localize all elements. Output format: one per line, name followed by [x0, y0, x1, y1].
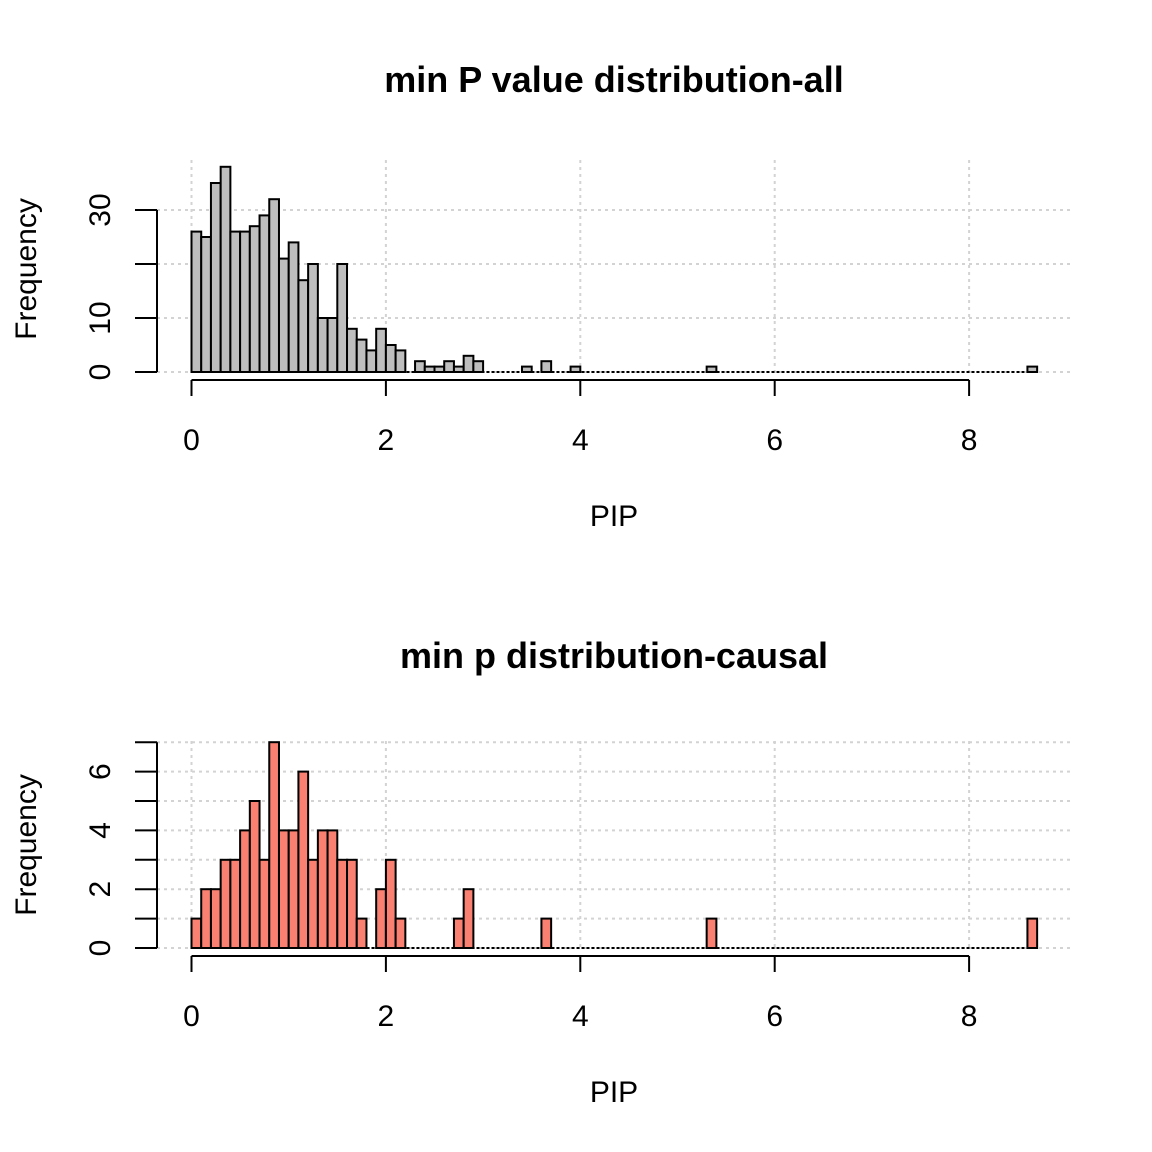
histogram-bar [307, 263, 319, 373]
y-tick-label: 4 [84, 822, 117, 839]
histogram-bar [287, 241, 300, 373]
y-axis: 0 10 30 [84, 193, 158, 381]
histogram-bar [258, 858, 271, 949]
x-tick-label: 4 [572, 1000, 589, 1033]
histogram-bar [384, 858, 397, 949]
histogram-bar [355, 338, 368, 374]
histogram-bar [452, 917, 465, 949]
histogram-bar [190, 230, 203, 373]
histogram-bar [287, 829, 300, 950]
histogram-bar [268, 741, 280, 950]
y-tick-label: 30 [84, 193, 117, 226]
histogram-bar [336, 858, 349, 949]
histogram-bar [229, 858, 242, 949]
histogram-bar [443, 360, 455, 374]
histogram-bar [355, 917, 368, 949]
x-tick-label: 8 [961, 1000, 978, 1033]
histogram-bar [297, 770, 310, 949]
x-tick-label: 6 [766, 1000, 783, 1033]
chart-title: min P value distribution-all [384, 59, 843, 100]
histogram-bar [316, 317, 329, 373]
histogram-bar [414, 360, 426, 374]
histogram-bar [705, 917, 718, 949]
y-axis: 0 2 4 6 [84, 741, 158, 957]
x-tick-label: 0 [183, 424, 200, 457]
histogram-bar [365, 349, 378, 373]
x-tick-label: 6 [766, 424, 783, 457]
y-tick-label: 0 [84, 940, 117, 957]
histogram-bar [248, 800, 261, 949]
y-axis-label: Frequency [10, 198, 43, 340]
histogram-bar [346, 858, 358, 949]
histogram-bar [277, 829, 290, 950]
histogram-bar [219, 165, 232, 373]
histogram-bar [326, 829, 339, 950]
histogram-bar [277, 257, 290, 374]
histogram-bar [297, 279, 310, 374]
histogram-bar [336, 263, 349, 373]
histogram-bar [375, 888, 387, 950]
x-axis: 0 2 4 6 8 [183, 379, 978, 457]
histogram-bar [569, 365, 582, 374]
y-tick-label: 6 [84, 763, 117, 780]
histogram-bar [346, 327, 358, 373]
histogram-bar [394, 349, 407, 373]
y-tick-label: 0 [84, 364, 117, 381]
histogram-bar [209, 182, 222, 373]
histogram-bar [209, 888, 222, 950]
histogram-bar [307, 858, 319, 949]
chart-title: min p distribution-causal [400, 635, 828, 676]
x-tick-label: 4 [572, 424, 589, 457]
histogram-bar [239, 230, 251, 373]
x-tick-label: 2 [378, 424, 395, 457]
x-axis-label: PIP [590, 1076, 638, 1109]
histogram-bar [462, 354, 475, 373]
histogram-bar [384, 344, 397, 373]
histogram-bar [200, 236, 212, 373]
histogram-bar [326, 317, 339, 373]
histogram-bar [239, 829, 251, 950]
bars [190, 741, 1039, 950]
histogram-bar [229, 230, 242, 373]
bars [190, 165, 1039, 374]
chart-panel-all: min P value distribution-all 0 2 4 6 8 0 10 30… [10, 59, 1072, 533]
histogram-bar [248, 225, 261, 373]
y-tick-label: 2 [84, 881, 117, 898]
histogram-bar [394, 917, 407, 949]
histogram-bar [200, 888, 212, 950]
y-axis-label: Frequency [10, 774, 43, 916]
histogram-bar [258, 214, 271, 373]
histogram-bar [190, 917, 203, 949]
histogram-bar [540, 917, 553, 949]
histogram-bar [316, 829, 329, 950]
chart-panel-causal: min p distribution-causal 0 2 4 6 8 0 2 4 6 PIP… [10, 635, 1072, 1109]
histogram-bar [1026, 917, 1039, 949]
x-axis-label: PIP [590, 500, 638, 533]
histogram-bar [375, 327, 387, 373]
x-tick-label: 2 [378, 1000, 395, 1033]
x-axis: 0 2 4 6 8 [183, 955, 978, 1033]
histogram-bar [540, 360, 553, 374]
y-tick-label: 10 [84, 301, 117, 334]
x-tick-label: 0 [183, 1000, 200, 1033]
histogram-bar [472, 360, 485, 374]
histogram-bar [219, 858, 232, 949]
x-tick-label: 8 [961, 424, 978, 457]
histogram-bar [462, 888, 475, 950]
histogram-bar [268, 198, 280, 373]
